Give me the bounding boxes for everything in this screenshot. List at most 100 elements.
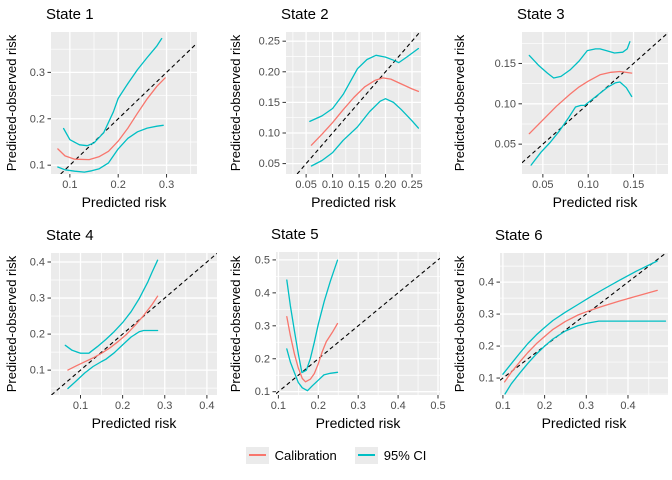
y-tick-label: 0.2: [479, 341, 494, 353]
reference-line: [276, 257, 440, 395]
reference-line: [296, 32, 421, 174]
panel-background: [522, 32, 668, 174]
ci-upper-line: [528, 41, 631, 79]
x-tick-label: 0.2: [537, 400, 552, 412]
x-axis-title: Predicted risk: [315, 415, 401, 431]
legend: Calibration 95% CI: [0, 430, 672, 480]
ci-upper-line: [62, 37, 163, 147]
y-tick-label: 0.2: [30, 113, 45, 125]
ci-lower-line: [530, 81, 633, 166]
calibration-line: [286, 315, 339, 383]
y-tick-label: 0.4: [479, 277, 494, 289]
panel-state-4: 0.1 0.2 0.3 0.4 0.1 0.2 0.3 0.4 State 4 Predict…: [0, 215, 224, 431]
y-tick-label: 0.25: [259, 36, 280, 48]
calibration-line-swatch: [248, 454, 266, 456]
panel-title: State 2: [281, 6, 329, 23]
y-tick-label: 0.15: [259, 97, 280, 109]
plot-area: 0.1 0.2 0.3 0.1 0.2 0.3: [30, 32, 197, 191]
reference-line: [51, 253, 217, 395]
panel-title: State 3: [517, 6, 565, 23]
calibration-line: [57, 77, 166, 161]
x-tick-label: 0.25: [401, 179, 422, 191]
x-tick-label: 0.20: [375, 179, 396, 191]
x-tick-label: 0.3: [159, 179, 174, 191]
y-tick-label: 0.10: [495, 98, 516, 110]
panel-state-3: 0.05 0.10 0.15 0.05 0.10 0.15 State 3 Predict…: [448, 0, 672, 215]
y-tick-label: 0.1: [30, 365, 45, 377]
x-tick-label: 0.1: [62, 179, 77, 191]
ci-lower-line: [310, 98, 420, 167]
x-axis-title: Predicted risk: [541, 415, 627, 431]
x-tick-label: 0.10: [322, 179, 343, 191]
x-tick-label: 0.1: [271, 400, 286, 412]
panel-state-2: 0.05 0.10 0.15 0.20 0.25 0.05 0.10 0.15 0.20 0.25…: [224, 0, 448, 215]
x-tick-label: 0.4: [390, 400, 405, 412]
y-tick-label: 0.20: [259, 66, 280, 78]
x-tick-label: 0.3: [351, 400, 366, 412]
legend-item-ci: 95% CI: [354, 446, 427, 464]
plot-area: 0.1 0.2 0.3 0.4 0.5 0.1 0.2 0.3 0.4 0.5: [255, 252, 446, 412]
x-tick-label: 0.15: [623, 179, 644, 191]
panel-state-6: 0.1 0.2 0.3 0.4 0.1 0.2 0.3 0.4 State 6 Predict…: [448, 215, 672, 431]
plot-area: 0.1 0.2 0.3 0.4 0.1 0.2 0.3 0.4: [30, 253, 217, 412]
y-tick-label: 0.1: [30, 160, 45, 172]
y-tick-label: 0.10: [259, 127, 280, 139]
y-tick-label: 0.15: [495, 58, 516, 70]
panel-state-1: 0.1 0.2 0.3 0.1 0.2 0.3 State 1 Predicted-obs…: [0, 0, 224, 215]
y-axis-title: Predicted-observed risk: [228, 34, 243, 172]
ci-upper-line: [502, 260, 658, 375]
y-tick-label: 0.3: [30, 293, 45, 305]
legend-key-ci: [354, 446, 378, 464]
legend-label: 95% CI: [383, 447, 427, 463]
y-tick-label: 0.2: [255, 353, 270, 365]
y-tick-label: 0.2: [30, 329, 45, 341]
ci-line-swatch: [357, 454, 375, 456]
x-tick-label: 0.4: [620, 400, 635, 412]
y-axis-title: Predicted-observed risk: [452, 255, 467, 393]
x-tick-label: 0.1: [495, 400, 510, 412]
panel-title: State 6: [495, 227, 543, 244]
panel-title: State 1: [46, 6, 94, 23]
x-tick-label: 0.4: [199, 400, 214, 412]
panel-title: State 5: [271, 226, 319, 243]
y-axis-title: Predicted-observed risk: [4, 255, 19, 393]
x-axis-title: Predicted risk: [311, 194, 396, 210]
reference-line: [60, 42, 197, 174]
y-tick-label: 0.3: [255, 320, 270, 332]
x-tick-label: 0.2: [115, 400, 130, 412]
ci-lower-line: [504, 320, 667, 395]
legend-item-calibration: Calibration: [245, 446, 337, 464]
y-tick-label: 0.4: [30, 257, 45, 269]
x-axis-title: Predicted risk: [91, 415, 177, 431]
x-tick-label: 0.05: [532, 179, 553, 191]
y-tick-label: 0.1: [479, 373, 494, 385]
y-tick-label: 0.1: [255, 386, 270, 398]
x-tick-label: 0.3: [157, 400, 172, 412]
legend-key-calibration: [245, 446, 269, 464]
x-axis-title: Predicted risk: [552, 194, 638, 210]
x-tick-label: 0.15: [348, 179, 369, 191]
y-tick-label: 0.3: [30, 67, 45, 79]
ci-upper-line: [309, 47, 420, 123]
calibration-line: [310, 77, 420, 146]
panel-title: State 4: [46, 227, 94, 244]
ci-lower-line: [67, 329, 159, 390]
x-tick-label: 0.3: [579, 400, 594, 412]
x-tick-label: 0.2: [311, 400, 326, 412]
x-axis-title: Predicted risk: [81, 194, 167, 210]
x-tick-label: 0.5: [430, 400, 445, 412]
legend-label: Calibration: [274, 447, 337, 463]
panel-state-5: 0.1 0.2 0.3 0.4 0.5 0.1 0.2 0.3 0.4 0.5 State 5 P…: [224, 215, 448, 431]
plot-area: 0.05 0.10 0.15 0.20 0.25 0.05 0.10 0.15 0.20 0.25: [259, 32, 423, 191]
y-axis-title: Predicted-observed risk: [452, 34, 467, 172]
y-tick-label: 0.05: [259, 158, 280, 170]
ci-upper-line: [64, 259, 159, 354]
y-axis-title: Predicted-observed risk: [4, 34, 19, 172]
calibration-line: [67, 295, 159, 371]
ci-upper-line: [286, 259, 339, 374]
plot-area: 0.05 0.10 0.15 0.05 0.10 0.15: [495, 32, 668, 191]
y-axis-title: Predicted-observed risk: [228, 255, 243, 392]
y-tick-label: 0.05: [495, 139, 516, 151]
plot-area: 0.1 0.2 0.3 0.4 0.1 0.2 0.3 0.4: [479, 253, 668, 412]
